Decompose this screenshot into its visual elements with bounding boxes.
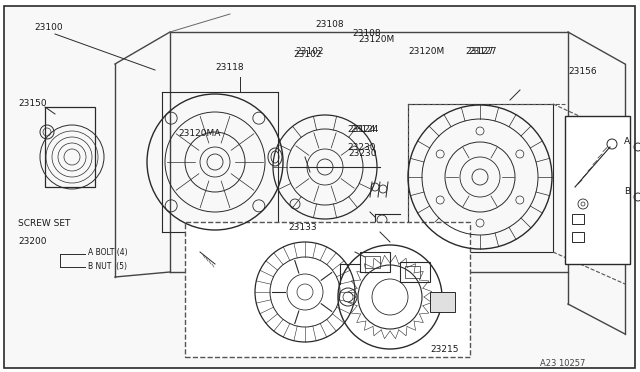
Text: 23133: 23133 bbox=[288, 222, 317, 231]
Bar bbox=[360, 252, 390, 272]
Text: 23118: 23118 bbox=[215, 62, 244, 71]
Text: B: B bbox=[624, 187, 630, 196]
Text: 23215: 23215 bbox=[430, 344, 458, 353]
Text: 23100: 23100 bbox=[34, 22, 63, 32]
Text: 23108: 23108 bbox=[315, 20, 344, 29]
Text: A23 10257: A23 10257 bbox=[540, 359, 586, 369]
Text: SCREW SET: SCREW SET bbox=[18, 219, 70, 228]
Text: 23120M: 23120M bbox=[408, 48, 444, 57]
Text: 23200: 23200 bbox=[18, 237, 47, 247]
Bar bbox=[185, 222, 470, 357]
Bar bbox=[572, 232, 584, 242]
Text: A: A bbox=[624, 138, 630, 147]
Text: 23120MA: 23120MA bbox=[178, 129, 220, 138]
Text: 23102: 23102 bbox=[295, 48, 323, 57]
Bar bbox=[565, 116, 630, 264]
Text: 23230: 23230 bbox=[347, 143, 376, 152]
Text: 23124: 23124 bbox=[347, 125, 376, 134]
Text: 23120M: 23120M bbox=[358, 35, 394, 44]
Bar bbox=[400, 262, 430, 282]
Text: 23108: 23108 bbox=[352, 29, 381, 38]
Bar bbox=[405, 266, 420, 278]
Text: 23156: 23156 bbox=[568, 67, 596, 77]
Text: B NUT  (5): B NUT (5) bbox=[88, 262, 127, 270]
Text: 23127: 23127 bbox=[468, 48, 497, 57]
Text: 23127: 23127 bbox=[465, 47, 493, 56]
Text: 23102: 23102 bbox=[293, 50, 321, 59]
Text: 23230: 23230 bbox=[348, 150, 376, 158]
Text: 23150: 23150 bbox=[18, 99, 47, 109]
Text: 23124: 23124 bbox=[350, 125, 378, 135]
Bar bbox=[45, 107, 95, 187]
Text: A BOLT (4): A BOLT (4) bbox=[88, 247, 127, 257]
Bar bbox=[572, 214, 584, 224]
Bar bbox=[365, 256, 380, 268]
Bar bbox=[430, 292, 455, 312]
